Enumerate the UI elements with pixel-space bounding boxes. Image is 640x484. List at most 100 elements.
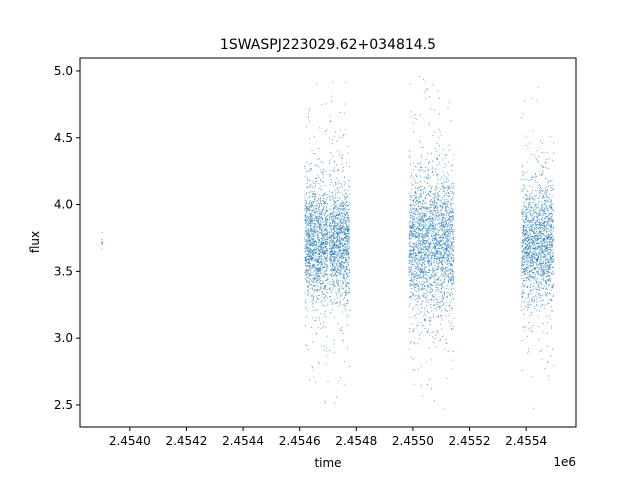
data-point bbox=[441, 220, 443, 222]
data-point bbox=[327, 210, 329, 212]
data-point bbox=[450, 208, 452, 210]
data-point bbox=[434, 168, 436, 170]
data-point bbox=[409, 303, 411, 305]
data-point bbox=[409, 163, 412, 165]
data-point bbox=[313, 265, 315, 267]
data-point bbox=[444, 181, 446, 183]
data-point bbox=[344, 189, 346, 191]
data-point bbox=[412, 202, 414, 205]
data-point bbox=[447, 279, 449, 281]
data-point bbox=[310, 231, 312, 233]
data-point bbox=[422, 146, 424, 149]
data-point bbox=[422, 78, 425, 81]
data-point bbox=[445, 233, 447, 235]
data-point bbox=[418, 242, 420, 244]
data-point bbox=[344, 267, 346, 269]
data-point bbox=[340, 233, 342, 235]
data-point bbox=[417, 188, 419, 190]
data-point bbox=[445, 220, 447, 222]
data-point bbox=[423, 225, 425, 227]
data-point bbox=[426, 236, 428, 238]
data-point bbox=[329, 231, 331, 233]
data-point bbox=[435, 185, 437, 187]
data-point bbox=[432, 316, 434, 318]
data-point bbox=[421, 223, 423, 225]
data-point bbox=[317, 198, 319, 200]
data-point bbox=[409, 220, 412, 222]
data-point bbox=[305, 203, 307, 205]
data-point bbox=[450, 280, 452, 282]
data-point bbox=[444, 252, 446, 254]
data-point bbox=[330, 174, 332, 176]
data-point bbox=[452, 257, 454, 259]
data-point bbox=[321, 249, 323, 251]
data-point bbox=[318, 319, 320, 321]
data-point bbox=[314, 239, 316, 242]
data-point bbox=[410, 246, 413, 248]
data-point bbox=[338, 235, 340, 237]
data-point bbox=[434, 281, 436, 283]
data-point bbox=[418, 235, 420, 238]
data-point bbox=[447, 244, 449, 246]
data-point bbox=[312, 240, 314, 242]
data-point bbox=[436, 205, 438, 208]
data-point bbox=[444, 203, 446, 205]
data-point bbox=[309, 213, 311, 215]
data-point bbox=[443, 228, 445, 230]
data-point bbox=[428, 265, 430, 267]
data-point bbox=[339, 214, 341, 216]
data-point bbox=[445, 338, 447, 341]
data-point bbox=[319, 301, 321, 304]
data-point bbox=[314, 196, 317, 198]
data-point bbox=[342, 208, 344, 210]
data-point bbox=[304, 165, 306, 167]
data-point bbox=[423, 203, 425, 205]
data-point bbox=[309, 184, 311, 186]
data-point bbox=[414, 179, 416, 181]
data-point bbox=[314, 223, 316, 225]
data-point bbox=[324, 261, 326, 263]
data-point bbox=[435, 310, 437, 312]
data-point bbox=[308, 247, 310, 249]
data-point bbox=[433, 109, 435, 111]
data-point bbox=[317, 207, 319, 209]
data-point bbox=[423, 181, 426, 183]
data-point bbox=[306, 216, 308, 218]
data-point bbox=[420, 255, 422, 257]
data-point bbox=[333, 316, 335, 318]
data-point bbox=[307, 241, 309, 244]
data-point bbox=[438, 296, 440, 298]
data-point bbox=[410, 182, 412, 184]
data-point bbox=[317, 248, 320, 250]
data-point bbox=[418, 289, 420, 291]
data-point bbox=[451, 170, 453, 172]
data-point bbox=[347, 259, 349, 261]
data-point bbox=[431, 172, 433, 174]
data-point bbox=[411, 253, 413, 255]
data-point bbox=[306, 161, 308, 163]
data-point bbox=[446, 292, 448, 294]
data-point bbox=[326, 242, 328, 245]
data-point bbox=[451, 224, 453, 227]
data-point bbox=[413, 169, 415, 171]
data-point bbox=[343, 250, 345, 252]
data-point bbox=[431, 186, 433, 188]
data-point bbox=[436, 212, 438, 214]
data-point bbox=[430, 207, 432, 209]
data-point bbox=[312, 341, 314, 343]
data-point bbox=[340, 270, 342, 272]
data-points bbox=[100, 75, 555, 410]
data-point bbox=[434, 235, 436, 237]
data-point bbox=[430, 259, 432, 261]
data-point bbox=[321, 276, 323, 278]
data-point bbox=[305, 175, 307, 177]
data-point bbox=[434, 147, 436, 149]
data-point bbox=[435, 238, 438, 240]
data-point bbox=[305, 261, 307, 263]
data-point bbox=[453, 154, 455, 156]
data-point bbox=[418, 270, 420, 272]
data-point bbox=[320, 246, 322, 248]
data-point bbox=[319, 227, 321, 229]
data-point bbox=[418, 209, 420, 211]
data-point bbox=[318, 166, 320, 168]
